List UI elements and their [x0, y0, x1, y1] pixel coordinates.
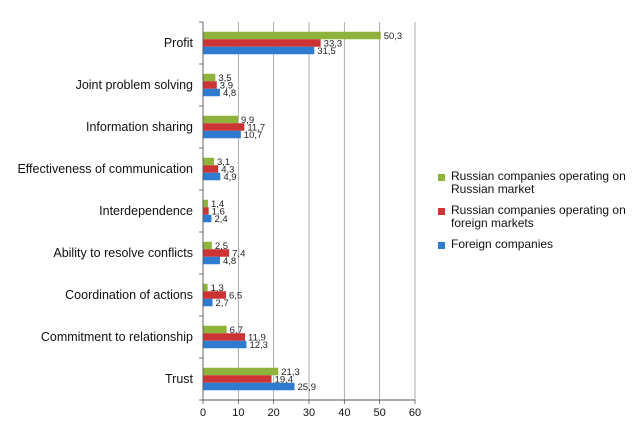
x-tick-label: 20 [268, 407, 280, 419]
data-label: 4,8 [223, 256, 236, 267]
bar [203, 340, 247, 349]
data-label: 11,7 [247, 122, 265, 133]
x-tick-label: 30 [303, 407, 315, 419]
bar [203, 165, 219, 173]
bar [203, 256, 220, 265]
category-label: Interdependence [99, 204, 193, 218]
data-label: 1,6 [212, 206, 225, 217]
bar [203, 39, 321, 47]
legend-label: Russian companies operating on Russian m… [451, 169, 626, 196]
data-label: 10,7 [244, 130, 263, 141]
x-tick-label: 10 [232, 407, 244, 419]
bar [203, 130, 241, 139]
data-labels: 50,333,331,53,53,94,89,911,710,73,14,34,… [211, 31, 403, 393]
data-label: 9,9 [241, 115, 254, 126]
bar [203, 73, 216, 82]
data-label: 3,1 [217, 157, 230, 168]
category-label: Coordination of actions [65, 288, 193, 302]
bar [203, 291, 226, 299]
legend-label: Foreign companies [451, 237, 554, 251]
data-label: 2,4 [214, 214, 227, 225]
legend-swatch-blue [438, 242, 445, 249]
bar [203, 31, 381, 40]
data-label: 50,3 [384, 31, 403, 42]
data-label: 2,5 [215, 241, 228, 252]
axes [199, 21, 416, 404]
legend-swatch-green [438, 174, 445, 181]
legend-swatch-red [438, 208, 445, 215]
data-label: 31,5 [317, 46, 336, 57]
data-label: 2,7 [216, 298, 229, 309]
data-label: 11,9 [248, 332, 266, 343]
data-label: 4,3 [221, 164, 234, 175]
data-label: 1,3 [211, 283, 224, 294]
data-label: 3,9 [220, 80, 233, 91]
data-label: 25,9 [298, 382, 317, 393]
bar [203, 207, 209, 215]
bar [203, 81, 217, 89]
x-tick-label: 60 [409, 407, 421, 419]
data-label: 21,3 [281, 367, 300, 378]
bar [203, 214, 212, 223]
bar [203, 115, 238, 124]
legend-item-russian-on-foreign: Russian companies operating on foreign m… [438, 204, 638, 230]
category-labels: Profit Joint problem solving Information s… [17, 36, 193, 386]
bar [203, 157, 214, 166]
bar [203, 46, 315, 55]
bar [203, 123, 245, 131]
data-label: 4,9 [223, 172, 236, 183]
data-label: 12,3 [249, 340, 268, 351]
bar [203, 172, 221, 181]
bar [203, 382, 295, 391]
category-label: Ability to resolve conflicts [53, 246, 193, 260]
data-label: 33,3 [324, 38, 343, 49]
bar [203, 241, 212, 250]
data-label: 6,7 [230, 325, 243, 336]
category-label: Profit [164, 36, 194, 50]
data-label: 7,4 [232, 248, 245, 259]
category-label: Trust [165, 372, 194, 386]
category-label: Information sharing [86, 120, 193, 134]
legend: Russian companies operating on Russian m… [438, 170, 638, 259]
x-tick-label: 50 [374, 407, 386, 419]
x-tick-labels: 0 10 20 30 40 50 60 [200, 407, 421, 419]
bar [203, 88, 220, 97]
bar [203, 375, 272, 383]
data-label: 4,8 [223, 88, 236, 99]
data-label: 19,4 [275, 374, 294, 385]
x-tick-label: 40 [338, 407, 350, 419]
category-label: Commitment to relationship [41, 330, 193, 344]
bar [203, 249, 230, 257]
bar [203, 298, 213, 307]
data-label: 1,4 [211, 199, 224, 210]
bar [203, 199, 208, 208]
category-label: Effectiveness of communication [17, 162, 193, 176]
bar [203, 325, 227, 334]
legend-item-russian-on-russian: Russian companies operating on Russian m… [438, 170, 638, 196]
x-tick-label: 0 [200, 407, 206, 419]
bars [203, 31, 381, 391]
bar [203, 283, 208, 292]
data-label: 6,5 [229, 290, 242, 301]
category-label: Joint problem solving [76, 78, 193, 92]
bar [203, 333, 246, 341]
bar [203, 367, 279, 376]
legend-item-foreign: Foreign companies [438, 238, 638, 251]
data-label: 3,5 [218, 73, 231, 84]
legend-label: Russian companies operating on foreign m… [451, 203, 626, 230]
